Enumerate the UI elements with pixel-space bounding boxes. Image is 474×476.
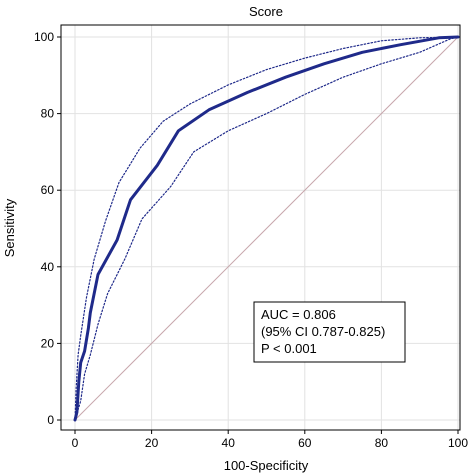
y-tick-label-1: 20 xyxy=(41,336,55,350)
annotation-line-0: AUC = 0.806 xyxy=(261,307,336,322)
axis-ticks: 0 20 40 60 80 100 0 20 40 60 80 100 xyxy=(34,30,468,450)
x-axis-title: 100-Specificity xyxy=(224,458,309,473)
y-tick-label-4: 80 xyxy=(41,107,55,121)
series-roc-line xyxy=(73,35,460,422)
series-ci-lower-line xyxy=(74,36,459,421)
y-tick-label-2: 40 xyxy=(41,260,55,274)
annotation-line-2: P < 0.001 xyxy=(261,341,317,356)
x-tick-label-0: 0 xyxy=(72,436,79,450)
x-tick-label-4: 80 xyxy=(375,436,389,450)
y-axis-title: Sensitivity xyxy=(2,198,17,257)
y-tick-label-5: 100 xyxy=(34,30,54,44)
x-tick-label-1: 20 xyxy=(145,436,159,450)
x-tick-label-5: 100 xyxy=(448,436,468,450)
series-layer xyxy=(73,35,460,422)
series-reference-line xyxy=(74,36,459,421)
grid xyxy=(61,25,460,430)
plot-frame-rect xyxy=(60,24,461,431)
y-tick-label-0: 0 xyxy=(47,413,54,427)
series-ci-upper-line xyxy=(74,36,459,421)
y-tick-label-3: 60 xyxy=(41,183,55,197)
annotation-line-1: (95% CI 0.787-0.825) xyxy=(261,324,385,339)
annotation-frame xyxy=(253,301,406,363)
x-tick-label-2: 40 xyxy=(222,436,236,450)
annotation-box: AUC = 0.806 (95% CI 0.787-0.825) P < 0.001 xyxy=(253,301,406,363)
plot-frame xyxy=(60,24,461,431)
chart-title: Score xyxy=(249,4,283,19)
x-tick-label-3: 60 xyxy=(298,436,312,450)
